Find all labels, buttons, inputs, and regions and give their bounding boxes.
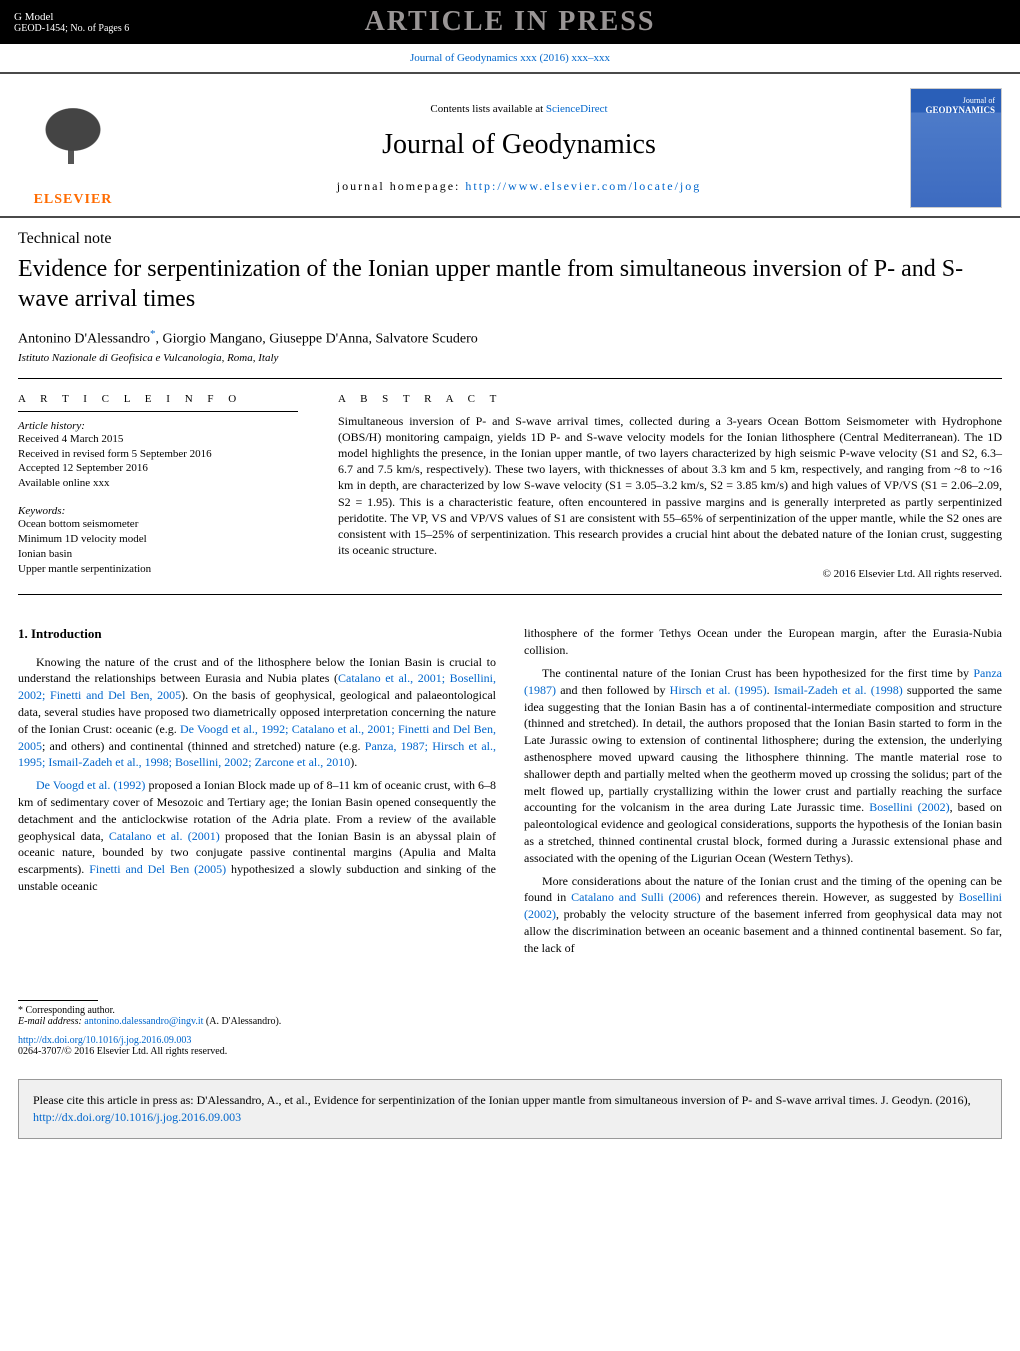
kw1: Ocean bottom seismometer — [18, 517, 298, 532]
journal-cover-text: Journal of GEODYNAMICS — [925, 97, 995, 116]
cite-finetti-2005[interactable]: Finetti and Del Ben (2005) — [89, 862, 226, 876]
revised: Received in revised form 5 September 201… — [18, 447, 298, 462]
article-info-heading: A R T I C L E I N F O — [18, 393, 298, 412]
citebox-doi-link[interactable]: http://dx.doi.org/10.1016/j.jog.2016.09.… — [33, 1110, 241, 1124]
abstract-col: A B S T R A C T Simultaneous inversion o… — [338, 393, 1002, 581]
cite-catalano-2001b[interactable]: Catalano et al. (2001) — [109, 829, 220, 843]
article-info: A R T I C L E I N F O Article history: R… — [18, 393, 298, 581]
header-center: Contents lists available at ScienceDirec… — [146, 103, 892, 194]
journal-title: Journal of Geodynamics — [146, 129, 892, 161]
para-1: Knowing the nature of the crust and of t… — [18, 654, 496, 772]
para-4: The continental nature of the Ionian Cru… — [524, 665, 1002, 867]
doi-block: http://dx.doi.org/10.1016/j.jog.2016.09.… — [0, 1035, 1020, 1073]
g-model-block: G Model GEOD-1454; No. of Pages 6 — [14, 11, 262, 34]
kw3: Ionian basin — [18, 547, 298, 562]
kw4: Upper mantle serpentinization — [18, 562, 298, 577]
cite-ismail-1998[interactable]: Ismail-Zadeh et al. (1998) — [774, 683, 903, 697]
history-label: Article history: — [18, 420, 298, 432]
footnote-block: * Corresponding author. E-mail address: … — [0, 1005, 1020, 1035]
email-link[interactable]: antonino.dalessandro@ingv.it — [84, 1016, 203, 1027]
cite-catalano-sulli-2006[interactable]: Catalano and Sulli (2006) — [571, 890, 700, 904]
authors: Antonino D'Alessandro*, Giorgio Mangano,… — [0, 318, 1020, 352]
issn-copyright: 0264-3707/© 2016 Elsevier Ltd. All right… — [18, 1046, 1002, 1057]
keywords-label: Keywords: — [18, 505, 298, 517]
top-citation-link[interactable]: Journal of Geodynamics xxx (2016) xxx–xx… — [0, 44, 1020, 72]
left-column: 1. Introduction Knowing the nature of th… — [18, 625, 496, 962]
contents-line: Contents lists available at ScienceDirec… — [146, 103, 892, 115]
homepage-prefix: journal homepage: — [337, 179, 466, 193]
contents-prefix: Contents lists available at — [430, 103, 545, 115]
elsevier-logo: ELSEVIER — [18, 88, 128, 208]
top-bar: G Model GEOD-1454; No. of Pages 6 ARTICL… — [0, 0, 1020, 44]
cover-line2: GEODYNAMICS — [925, 106, 995, 116]
abstract-heading: A B S T R A C T — [338, 393, 1002, 405]
kw2: Minimum 1D velocity model — [18, 532, 298, 547]
cite-this-article-box: Please cite this article in press as: D'… — [18, 1079, 1002, 1139]
author-corresponding: Antonino D'Alessandro — [18, 332, 150, 347]
abstract-text: Simultaneous inversion of P- and S-wave … — [338, 413, 1002, 559]
email-label: E-mail address: — [18, 1016, 84, 1027]
citebox-text: Please cite this article in press as: D'… — [33, 1093, 971, 1107]
article-in-press-banner: ARTICLE IN PRESS — [262, 6, 758, 38]
elsevier-tree-icon — [23, 98, 123, 188]
info-abstract-row: A R T I C L E I N F O Article history: R… — [18, 378, 1002, 596]
right-column: lithosphere of the former Tethys Ocean u… — [524, 625, 1002, 962]
cite-devoogd-1992b[interactable]: De Voogd et al. (1992) — [36, 778, 145, 792]
abstract-copyright: © 2016 Elsevier Ltd. All rights reserved… — [338, 568, 1002, 580]
affiliation: Istituto Nazionale di Geofisica e Vulcan… — [0, 352, 1020, 378]
sciencedirect-link[interactable]: ScienceDirect — [546, 103, 608, 115]
paper-title: Evidence for serpentinization of the Ion… — [0, 250, 1020, 318]
para-5: More considerations about the nature of … — [524, 873, 1002, 957]
homepage-link[interactable]: http://www.elsevier.com/locate/jog — [465, 179, 701, 193]
email-line: E-mail address: antonino.dalessandro@ing… — [18, 1016, 1002, 1027]
cite-hirsch-1995[interactable]: Hirsch et al. (1995) — [670, 683, 767, 697]
accepted: Accepted 12 September 2016 — [18, 461, 298, 476]
elsevier-text: ELSEVIER — [34, 192, 113, 208]
journal-cover: Journal of GEODYNAMICS — [910, 88, 1002, 208]
footnote-rule — [18, 1000, 98, 1001]
para-2: De Voogd et al. (1992) proposed a Ionian… — [18, 777, 496, 895]
cite-bosellini-2002a[interactable]: Bosellini (2002) — [869, 800, 949, 814]
top-citation-anchor[interactable]: Journal of Geodynamics xxx (2016) xxx–xx… — [410, 52, 610, 64]
keywords-block: Keywords: Ocean bottom seismometer Minim… — [18, 505, 298, 576]
corresponding-author-note: * Corresponding author. — [18, 1005, 1002, 1016]
g-model-label: G Model — [14, 11, 262, 23]
online: Available online xxx — [18, 476, 298, 491]
journal-header: ELSEVIER Contents lists available at Sci… — [0, 72, 1020, 218]
body-columns: 1. Introduction Knowing the nature of th… — [0, 595, 1020, 976]
authors-rest: , Giorgio Mangano, Giuseppe D'Anna, Salv… — [156, 332, 478, 347]
received: Received 4 March 2015 — [18, 432, 298, 447]
homepage-line: journal homepage: http://www.elsevier.co… — [146, 179, 892, 194]
g-model-sub: GEOD-1454; No. of Pages 6 — [14, 23, 262, 34]
section-1-heading: 1. Introduction — [18, 625, 496, 643]
technical-note-label: Technical note — [0, 218, 1020, 250]
doi-link[interactable]: http://dx.doi.org/10.1016/j.jog.2016.09.… — [18, 1035, 191, 1046]
email-suffix: (A. D'Alessandro). — [203, 1016, 281, 1027]
para-3: lithosphere of the former Tethys Ocean u… — [524, 625, 1002, 659]
